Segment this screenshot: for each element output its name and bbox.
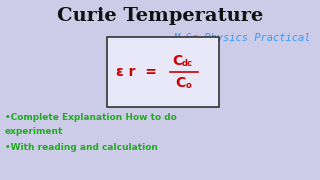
- Text: M.Sc Physics Practical: M.Sc Physics Practical: [173, 33, 311, 43]
- Text: Curie Temperature: Curie Temperature: [57, 7, 263, 25]
- Text: C: C: [175, 76, 185, 90]
- Text: C: C: [172, 54, 182, 68]
- Text: o: o: [186, 80, 192, 89]
- Text: ε r  =: ε r =: [116, 65, 157, 79]
- Text: •Complete Explanation How to do: •Complete Explanation How to do: [5, 114, 177, 123]
- Text: experiment: experiment: [5, 127, 63, 136]
- FancyBboxPatch shape: [107, 37, 219, 107]
- Text: •With reading and calculation: •With reading and calculation: [5, 143, 158, 152]
- Text: dc: dc: [182, 58, 193, 68]
